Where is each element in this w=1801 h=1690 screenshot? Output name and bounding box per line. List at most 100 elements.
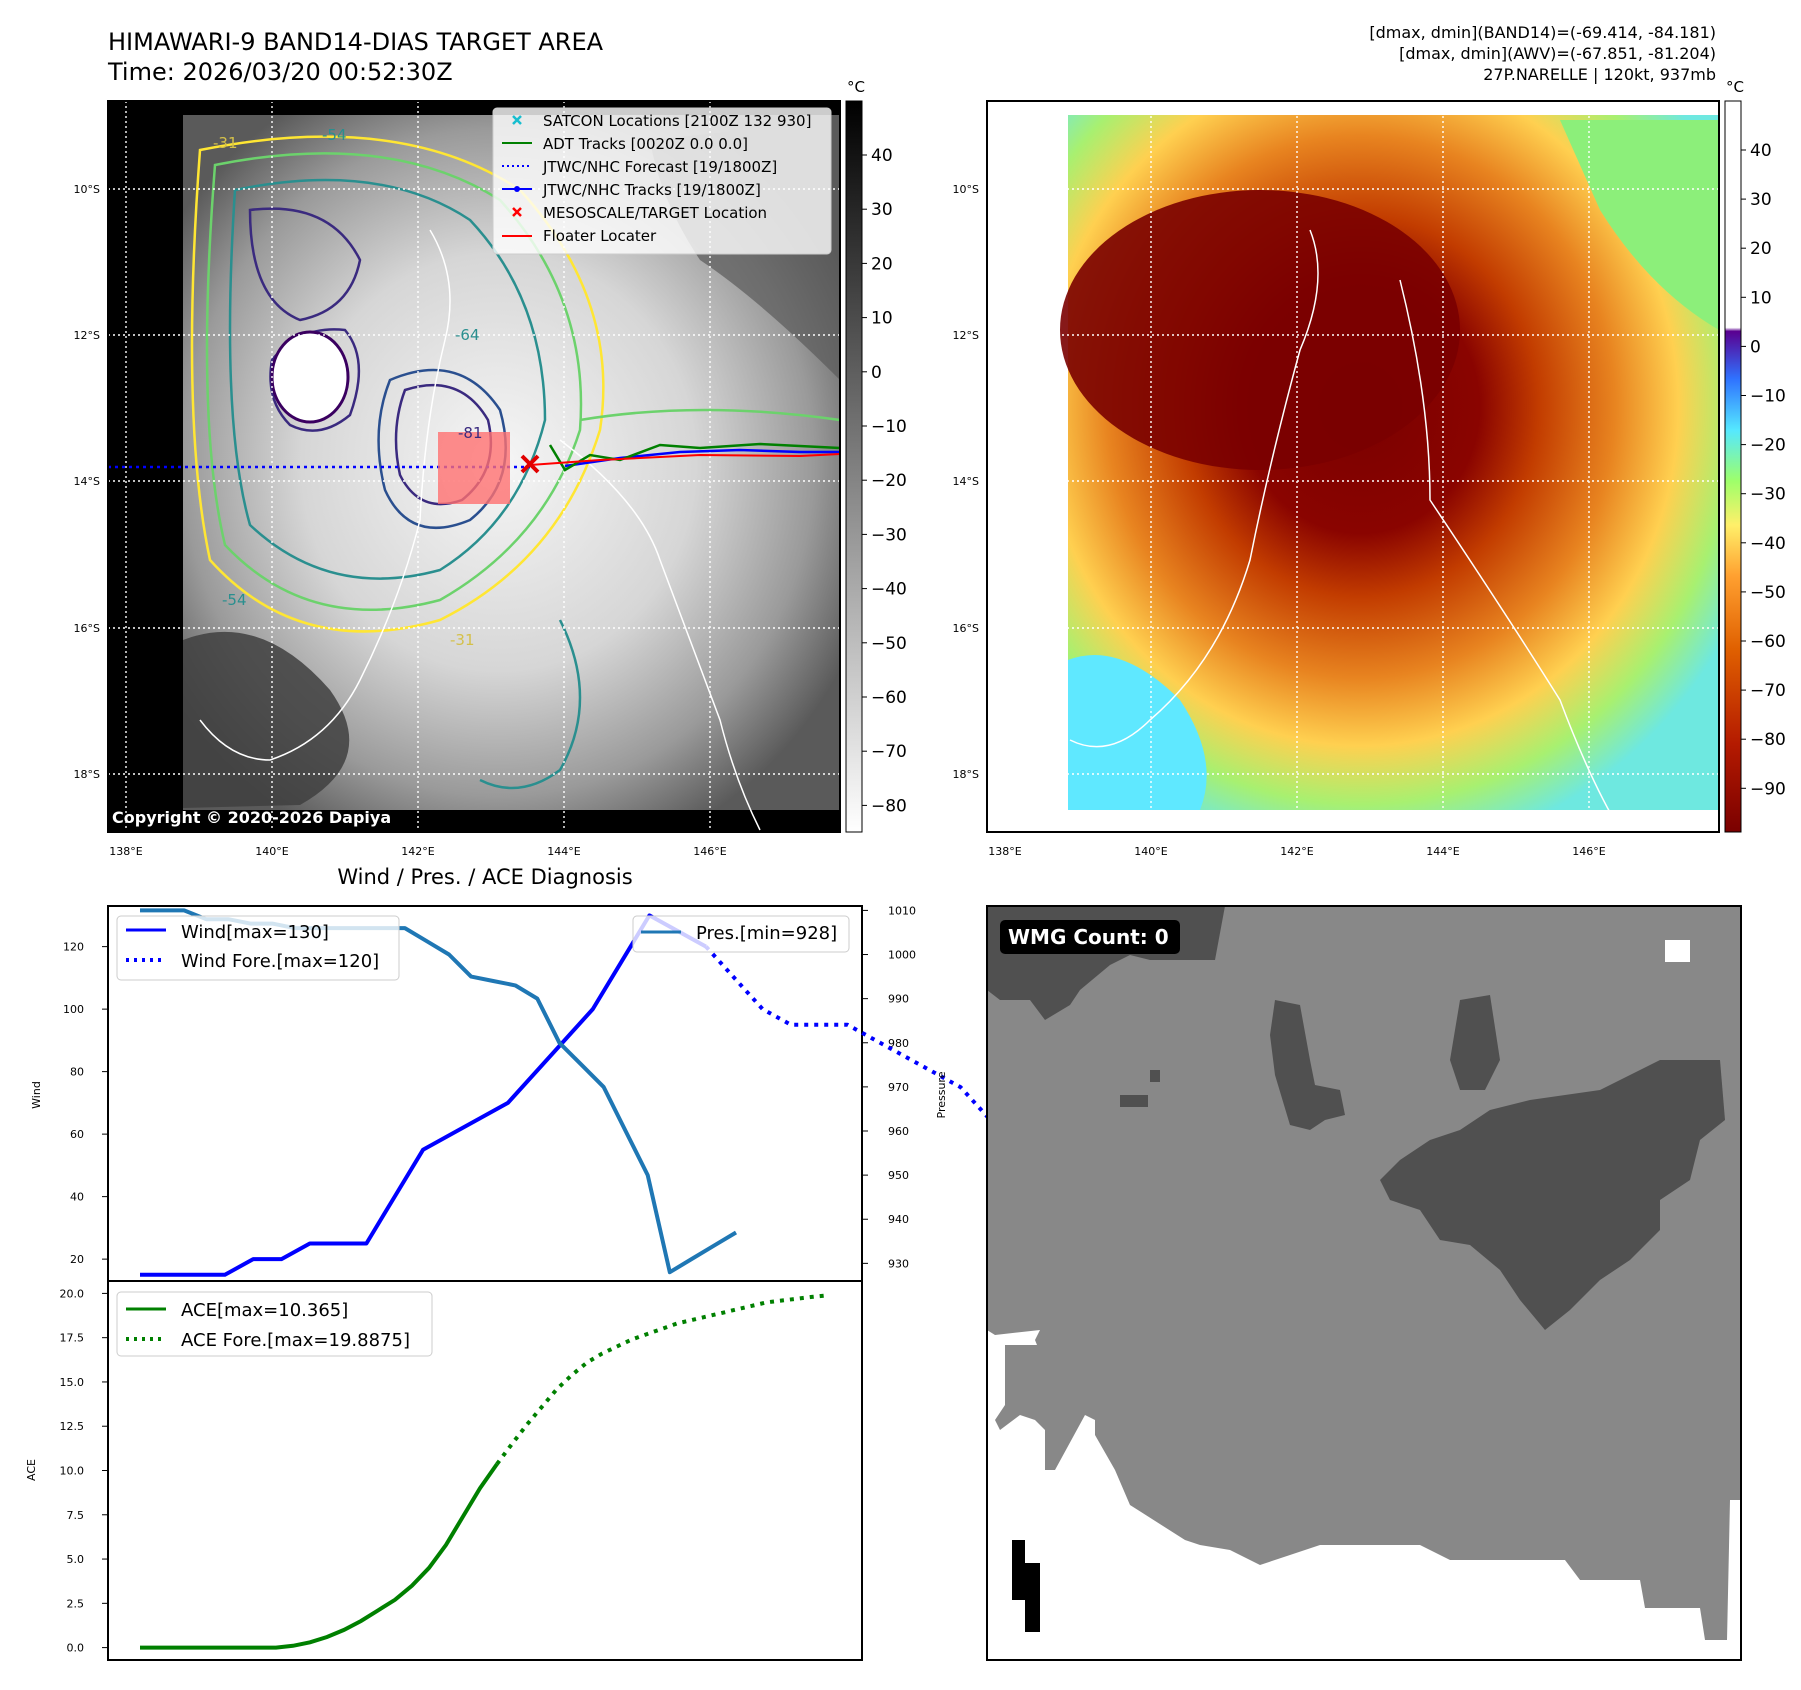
coastline — [559, 439, 761, 831]
cold-cloud-top — [270, 330, 350, 424]
colorbar-tick-label: 20 — [871, 254, 893, 274]
legend-label: MESOSCALE/TARGET Location — [543, 204, 767, 222]
ace-tick-label: 2.5 — [67, 1597, 85, 1610]
wind-tick-label: 60 — [70, 1128, 84, 1141]
colorbar-tick-label: −70 — [1750, 681, 1786, 701]
wind-series-line — [140, 913, 707, 1277]
chart-title: Wind / Pres. / ACE Diagnosis — [337, 865, 632, 889]
left-colorbar-unit: °C — [847, 78, 865, 96]
satcon-marker-icon — [512, 115, 522, 125]
right-colorbar: °C 40 30 20 10 0 −10 −20 −30 −40 −50 −60 −70 −80 −90 — [1724, 78, 1786, 833]
pressure-tick-label: 1000 — [888, 949, 916, 962]
ace-legend-label: ACE[max=10.365] — [181, 1300, 348, 1321]
pressure-legend: Pres.[min=928] — [632, 915, 850, 953]
wmg-dark-region — [1380, 1060, 1725, 1330]
lat-tick-label: 10°S — [74, 183, 100, 196]
colorbar-tick-label: −40 — [871, 580, 907, 600]
title-line-2: Time: 2026/03/20 00:52:30Z — [107, 58, 453, 86]
legend-label: JTWC/NHC Tracks [19/1800Z] — [542, 181, 761, 199]
wind-forecast-legend-label: Wind Fore.[max=120] — [181, 951, 379, 972]
lon-tick-label: 142°E — [1280, 845, 1313, 858]
track-dot-icon — [514, 186, 520, 192]
wind-tick-label: 80 — [70, 1066, 84, 1079]
right-map-cold-region — [1560, 120, 1719, 330]
wmg-black-marker — [1012, 1540, 1040, 1632]
left-colorbar: °C 40 30 20 10 0 −10 −20 −30 −40 −50 −60 −70 −80 — [845, 78, 907, 833]
wmg-gray-region — [987, 906, 1741, 1640]
map-gridlines — [987, 101, 1719, 832]
lon-tick-label: 146°E — [1572, 845, 1605, 858]
colorbar-tick-label: −20 — [1750, 436, 1786, 456]
left-map-dark-region — [183, 631, 350, 808]
pressure-tick-label: 990 — [888, 993, 909, 1006]
info-line-2: [dmax, dmin](AWV)=(-67.851, -81.204) — [1399, 44, 1716, 63]
colorbar-tick-label: 40 — [871, 146, 893, 166]
ace-tick-label: 7.5 — [67, 1509, 85, 1522]
lat-tick-label: 12°S — [953, 329, 979, 342]
pressure-axis-label: Pressure — [935, 1071, 948, 1118]
colorbar-tick-label: −20 — [871, 471, 907, 491]
mesoscale-target-marker — [520, 454, 540, 474]
wmg-count-label: WMG Count: 0 — [1008, 925, 1169, 949]
contour-label: -64 — [455, 326, 480, 344]
coastline — [1069, 229, 1319, 748]
pressure-tick-label: 940 — [888, 1213, 909, 1226]
left-colorbar-bar — [845, 100, 863, 833]
colorbar-tick-label: 40 — [1750, 141, 1772, 161]
lat-tick-label: 14°S — [74, 475, 100, 488]
wind-tick-label: 120 — [63, 941, 84, 954]
lon-tick-label: 144°E — [547, 845, 580, 858]
pressure-tick-label: 960 — [888, 1125, 909, 1138]
colorbar-tick-label: −70 — [871, 742, 907, 762]
right-colorbar-bar — [1724, 100, 1742, 833]
wmg-dark-patch — [1150, 1070, 1160, 1082]
colorbar-tick-label: −30 — [1750, 485, 1786, 505]
colorbar-tick-label: −60 — [1750, 632, 1786, 652]
pressure-tick-label: 1010 — [888, 904, 916, 917]
lon-tick-label: 144°E — [1426, 845, 1459, 858]
legend-label: Floater Locater — [543, 227, 657, 245]
colorbar-tick-label: −10 — [871, 417, 907, 437]
ace-tick-label: 5.0 — [67, 1553, 85, 1566]
contour-label: -54 — [322, 126, 347, 144]
colorbar-tick-label: −80 — [871, 796, 907, 816]
contour-label: -31 — [450, 631, 475, 649]
pressure-tick-label: 970 — [888, 1081, 909, 1094]
lon-tick-label: 140°E — [1134, 845, 1167, 858]
contour-line — [228, 178, 547, 580]
lon-tick-label: 140°E — [255, 845, 288, 858]
colorbar-tick-label: 30 — [871, 200, 893, 220]
ace-legend-box — [116, 1291, 433, 1357]
colorbar-tick-label: −10 — [1750, 387, 1786, 407]
lon-tick-label: 138°E — [988, 845, 1021, 858]
wmg-panel: WMG Count: 0 — [986, 905, 1742, 1661]
adt-track — [548, 442, 841, 472]
ace-legend: ACE[max=10.365] ACE Fore.[max=19.8875] — [116, 1291, 433, 1357]
wind-tick-label: 20 — [70, 1253, 84, 1266]
right-colorbar-unit: °C — [1726, 78, 1744, 96]
lat-tick-label: 10°S — [953, 183, 979, 196]
central-dense-overcast — [1060, 190, 1460, 470]
contour-line — [479, 619, 582, 790]
mesoscale-target-box — [438, 432, 510, 504]
colorbar-tick-label: −80 — [1750, 730, 1786, 750]
ace-tick-label: 17.5 — [60, 1332, 85, 1345]
colorbar-tick-label: 20 — [1750, 239, 1772, 259]
ace-tick-label: 0.0 — [67, 1642, 85, 1655]
colorbar-tick-label: −30 — [871, 525, 907, 545]
wmg-dark-region — [1450, 995, 1500, 1090]
colorbar-tick-label: −50 — [1750, 583, 1786, 603]
coastline — [199, 229, 451, 761]
right-map-frame — [986, 100, 1720, 833]
target-marker-icon — [512, 207, 522, 217]
wmg-count-badge — [1000, 920, 1180, 954]
wmg-panel-frame — [986, 905, 1742, 1661]
wind-axis-label: Wind — [30, 1081, 43, 1109]
contour-label: -31 — [213, 134, 238, 152]
map-legend-box — [492, 107, 832, 255]
title-line-1: HIMAWARI-9 BAND14-DIAS TARGET AREA — [108, 28, 604, 56]
legend-label: SATCON Locations [2100Z 132 930] — [543, 112, 811, 130]
ace-tick-label: 12.5 — [60, 1420, 85, 1433]
pressure-legend-label: Pres.[min=928] — [696, 923, 837, 944]
